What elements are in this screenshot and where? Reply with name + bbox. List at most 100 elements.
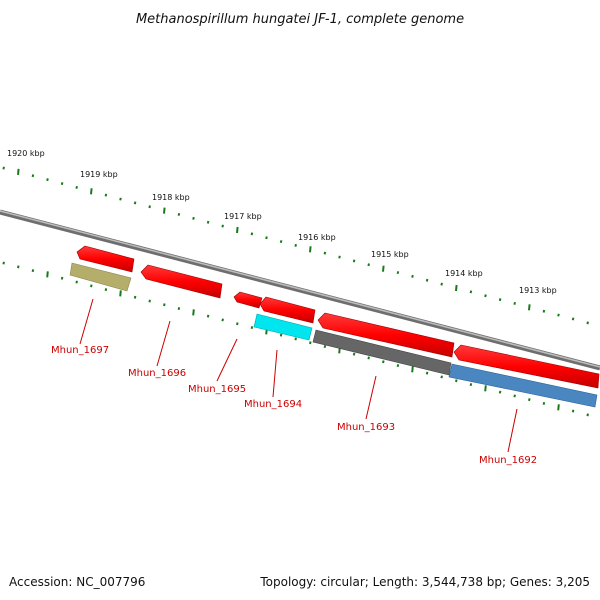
leader-line bbox=[79, 298, 94, 345]
ruler-minor-tick bbox=[250, 232, 254, 236]
gene-label-mhun-1697[interactable]: Mhun_1697 bbox=[51, 345, 109, 356]
ruler-minor-tick bbox=[425, 371, 429, 375]
ruler-minor-tick bbox=[75, 280, 78, 284]
accession-text: Accession: NC_007796 bbox=[9, 575, 145, 589]
ruler-minor-tick bbox=[60, 276, 64, 280]
ruler-major-tick bbox=[455, 284, 458, 292]
cds-arrow-mhun-1692[interactable] bbox=[453, 344, 600, 389]
ruler-minor-tick bbox=[133, 295, 137, 299]
ruler-minor-tick bbox=[542, 401, 546, 405]
ruler-minor-tick bbox=[440, 375, 443, 379]
ruler-minor-tick bbox=[236, 322, 239, 326]
ruler-major-tick bbox=[119, 290, 122, 297]
ruler-minor-tick bbox=[367, 263, 370, 267]
ruler-label: 1915 kbp bbox=[371, 250, 409, 259]
ruler-major-tick bbox=[90, 188, 93, 195]
ruler-minor-tick bbox=[542, 309, 546, 313]
ruler-minor-tick bbox=[279, 240, 283, 244]
ruler-minor-tick bbox=[571, 317, 575, 321]
gene-label-mhun-1692[interactable]: Mhun_1692 bbox=[479, 455, 537, 466]
cds-arrow-mhun-1694[interactable] bbox=[259, 296, 316, 324]
ruler-label: 1919 kbp bbox=[80, 170, 118, 179]
ruler-minor-tick bbox=[469, 383, 473, 387]
ruler-label: 1913 kbp bbox=[519, 286, 557, 295]
ruler-minor-tick bbox=[250, 326, 254, 330]
ruler-minor-tick bbox=[469, 290, 473, 294]
ruler-major-tick bbox=[163, 207, 166, 214]
ruler-minor-tick bbox=[396, 271, 400, 275]
ruler-minor-tick bbox=[323, 345, 327, 349]
ruler-major-tick bbox=[309, 246, 312, 253]
ruler-minor-tick bbox=[294, 337, 297, 341]
ruler-minor-tick bbox=[148, 205, 151, 209]
ruler-minor-tick bbox=[17, 265, 20, 269]
ruler-minor-tick bbox=[557, 313, 560, 317]
ruler-minor-tick bbox=[192, 216, 195, 220]
topology-text: Topology: circular; Length: 3,544,738 bp… bbox=[259, 575, 590, 589]
ruler-minor-tick bbox=[294, 243, 297, 247]
ruler-major-tick bbox=[411, 366, 414, 373]
cds-arrow-mhun-1693[interactable] bbox=[317, 312, 455, 358]
gene-label-mhun-1694[interactable]: Mhun_1694 bbox=[244, 399, 302, 410]
gene-feature-mhun-1693[interactable] bbox=[312, 329, 452, 376]
cds-arrow-mhun-1697[interactable] bbox=[76, 245, 135, 273]
ruler-label: 1918 kbp bbox=[152, 193, 190, 202]
map-title: Methanospirillum hungatei JF-1, complete… bbox=[136, 12, 464, 27]
ruler-minor-tick bbox=[177, 307, 181, 311]
ruler-major-tick bbox=[382, 265, 385, 272]
ruler-minor-tick bbox=[104, 193, 108, 197]
ruler-minor-tick bbox=[396, 364, 400, 368]
cds-features bbox=[76, 245, 600, 389]
ruler-minor-tick bbox=[440, 282, 443, 286]
ruler-minor-tick bbox=[352, 259, 356, 263]
ruler-label: 1914 kbp bbox=[445, 269, 483, 278]
gene-feature-mhun-1697[interactable] bbox=[69, 262, 132, 292]
ruler-minor-tick bbox=[352, 352, 356, 356]
gene-features bbox=[69, 262, 598, 408]
ruler-major-tick bbox=[236, 226, 239, 234]
ruler-minor-tick bbox=[177, 212, 181, 216]
ruler-major-tick bbox=[557, 404, 560, 411]
ruler-major-tick bbox=[528, 304, 531, 311]
ruler-labels: 1920 kbp 1919 kbp 1918 kbp 1917 kbp 1916… bbox=[7, 149, 557, 295]
gene-labels: Mhun_1697 Mhun_1696 Mhun_1695 Mhun_1694 … bbox=[51, 345, 537, 466]
leader-line bbox=[216, 338, 238, 382]
ruler-minor-tick bbox=[75, 185, 78, 189]
backbone bbox=[0, 209, 600, 371]
ruler-minor-tick bbox=[2, 166, 5, 170]
ruler-minor-tick bbox=[338, 255, 341, 259]
gene-feature-mhun-1694[interactable] bbox=[253, 313, 313, 341]
ruler-minor-tick bbox=[148, 299, 151, 303]
ruler-label: 1920 kbp bbox=[7, 149, 45, 158]
ruler-minor-tick bbox=[119, 197, 122, 201]
ruler-minor-tick bbox=[586, 413, 589, 417]
gene-label-mhun-1693[interactable]: Mhun_1693 bbox=[337, 422, 395, 433]
ruler-minor-tick bbox=[484, 294, 487, 298]
ruler-inner bbox=[2, 261, 589, 417]
ruler-minor-tick bbox=[513, 394, 516, 398]
leader-line bbox=[507, 408, 518, 453]
ruler-minor-tick bbox=[133, 201, 137, 205]
ruler-minor-tick bbox=[46, 178, 49, 182]
leader-lines bbox=[79, 298, 518, 453]
gene-feature-mhun-1692[interactable] bbox=[448, 363, 598, 408]
ruler-minor-tick bbox=[367, 356, 370, 360]
cds-arrow-mhun-1696[interactable] bbox=[140, 264, 223, 299]
ruler-minor-tick bbox=[411, 274, 414, 278]
ruler-outer bbox=[2, 166, 589, 325]
cds-arrow-mhun-1695[interactable] bbox=[233, 291, 263, 309]
ruler-minor-tick bbox=[382, 360, 385, 364]
leader-line bbox=[156, 320, 171, 367]
ruler-label: 1917 kbp bbox=[224, 212, 262, 221]
ruler-label: 1916 kbp bbox=[298, 233, 336, 242]
ruler-major-tick bbox=[192, 309, 195, 316]
ruler-minor-tick bbox=[279, 333, 283, 337]
ruler-minor-tick bbox=[221, 224, 224, 228]
ruler-minor-tick bbox=[206, 314, 210, 318]
gene-label-mhun-1695[interactable]: Mhun_1695 bbox=[188, 384, 246, 395]
ruler-minor-tick bbox=[2, 261, 5, 265]
ruler-minor-tick bbox=[425, 278, 429, 282]
gene-label-mhun-1696[interactable]: Mhun_1696 bbox=[128, 368, 186, 379]
ruler-minor-tick bbox=[31, 174, 35, 178]
